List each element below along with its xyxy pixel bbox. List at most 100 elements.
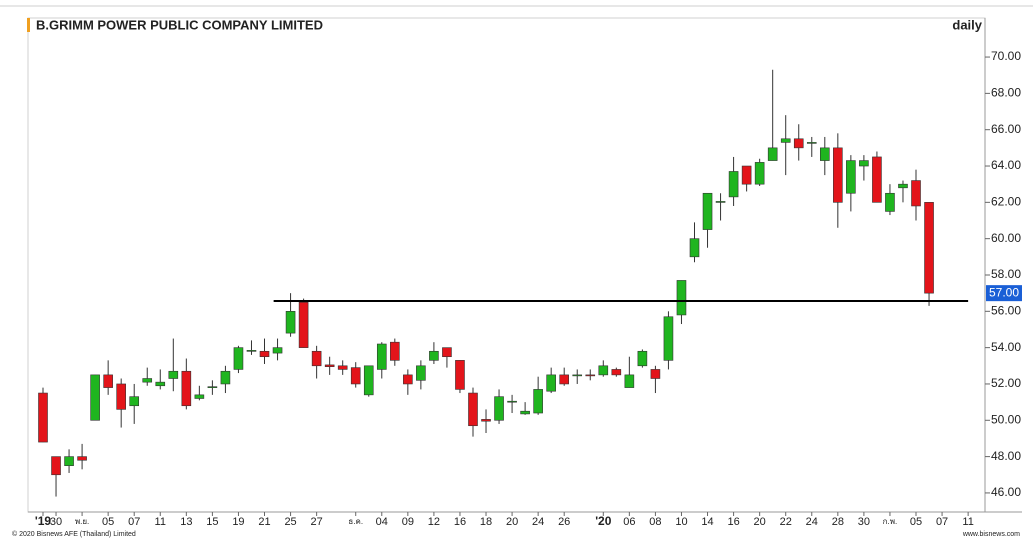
x-tick-label: 06 xyxy=(623,516,635,528)
candle-body xyxy=(754,162,765,185)
candle-body xyxy=(702,192,713,230)
candle-body xyxy=(676,280,687,316)
candle-body xyxy=(38,392,48,443)
x-tick-label: 13 xyxy=(180,516,192,528)
candle-body xyxy=(103,374,113,388)
candle-body xyxy=(77,456,87,461)
x-tick-label: 12 xyxy=(428,516,440,528)
chart-title: B.GRIMM POWER PUBLIC COMPANY LIMITED xyxy=(36,17,323,32)
corner-marker xyxy=(27,18,30,32)
candle-body xyxy=(337,365,348,370)
candle-body xyxy=(403,374,413,385)
candle-body xyxy=(194,394,205,399)
x-tick-label: 16 xyxy=(727,516,739,528)
candle-body xyxy=(155,381,166,387)
y-tick-label: 68.00 xyxy=(991,86,1021,100)
x-tick-label: '19 xyxy=(35,514,52,528)
candle-body xyxy=(924,202,934,294)
candle-body xyxy=(455,360,465,390)
x-tick-label: 25 xyxy=(284,516,296,528)
y-tick-label: 46.00 xyxy=(991,485,1021,499)
x-tick-label: '20 xyxy=(595,514,612,528)
x-tick-label: 08 xyxy=(649,516,661,528)
candle-body xyxy=(650,369,661,379)
y-tick-label: 58.00 xyxy=(991,267,1021,281)
candle-body xyxy=(181,370,192,407)
candle-body xyxy=(546,374,556,392)
candle-body xyxy=(390,341,400,361)
candle-body xyxy=(324,364,335,368)
candle-body xyxy=(911,180,921,207)
x-tick-label: 28 xyxy=(832,516,844,528)
x-tick-label: 20 xyxy=(754,516,766,528)
y-tick-label: 60.00 xyxy=(991,231,1021,245)
candle-body xyxy=(793,138,804,149)
candle-body xyxy=(233,347,244,370)
candle-body xyxy=(442,347,452,358)
x-tick-label: 14 xyxy=(701,516,713,528)
candle-body xyxy=(559,374,570,385)
x-tick-label: 05 xyxy=(910,516,922,528)
footer-right: www.bisnews.com xyxy=(962,531,1020,538)
candle-body xyxy=(259,350,270,358)
last-price-label: 57.00 xyxy=(989,285,1019,299)
y-tick-label: 52.00 xyxy=(991,376,1021,390)
x-tick-label: 07 xyxy=(936,516,948,528)
x-tick-label: 11 xyxy=(155,516,166,528)
candle-body xyxy=(246,350,257,352)
candle-body xyxy=(637,350,648,367)
y-tick-label: 56.00 xyxy=(991,303,1021,317)
x-tick-label: 19 xyxy=(232,516,244,528)
candle-body xyxy=(885,192,895,212)
candle-body xyxy=(272,347,283,354)
candle-body xyxy=(598,365,609,376)
candle-body xyxy=(663,316,674,361)
y-tick-label: 48.00 xyxy=(991,449,1021,463)
candle-body xyxy=(833,147,843,203)
candle-body xyxy=(741,165,752,185)
candle-body xyxy=(572,374,583,377)
x-tick-label: พ.ย. xyxy=(75,517,89,526)
x-tick-label: 05 xyxy=(102,516,114,528)
candle-body xyxy=(350,367,361,385)
x-tick-label: 22 xyxy=(780,516,792,528)
x-tick-label: ก.พ. xyxy=(883,517,898,526)
candle-body xyxy=(207,386,218,388)
candle-body xyxy=(624,374,635,388)
x-tick-label: 07 xyxy=(128,516,140,528)
candle-body xyxy=(494,396,504,421)
candle-body xyxy=(507,400,517,403)
candle-body xyxy=(416,365,426,381)
candle-body xyxy=(64,456,74,466)
candle-body xyxy=(520,410,530,415)
candle-body xyxy=(468,392,478,427)
candle-body xyxy=(90,374,100,421)
x-tick-label: 10 xyxy=(675,516,687,528)
candle-body xyxy=(116,383,126,410)
candle-body xyxy=(872,156,882,203)
candle-body xyxy=(142,378,153,383)
y-tick-label: 64.00 xyxy=(991,158,1021,172)
x-tick-label: 27 xyxy=(311,516,323,528)
x-tick-label: 04 xyxy=(376,516,388,528)
x-tick-label: 16 xyxy=(454,516,466,528)
y-tick-label: 70.00 xyxy=(991,49,1021,63)
candle-body xyxy=(767,147,778,161)
candle-body xyxy=(285,311,296,334)
candle-body xyxy=(481,419,491,422)
candle-body xyxy=(846,160,856,194)
candle-body xyxy=(168,370,179,379)
interval-label: daily xyxy=(952,17,982,32)
candle-body xyxy=(429,350,439,361)
x-tick-label: 30 xyxy=(50,516,62,528)
x-tick-label: 20 xyxy=(506,516,518,528)
x-tick-label: 09 xyxy=(402,516,414,528)
candle-body xyxy=(728,171,739,198)
x-tick-label: 11 xyxy=(962,516,973,528)
x-tick-label: 30 xyxy=(858,516,870,528)
candle-body xyxy=(51,456,61,476)
candle-body xyxy=(376,343,387,370)
x-tick-label: 24 xyxy=(806,516,818,528)
